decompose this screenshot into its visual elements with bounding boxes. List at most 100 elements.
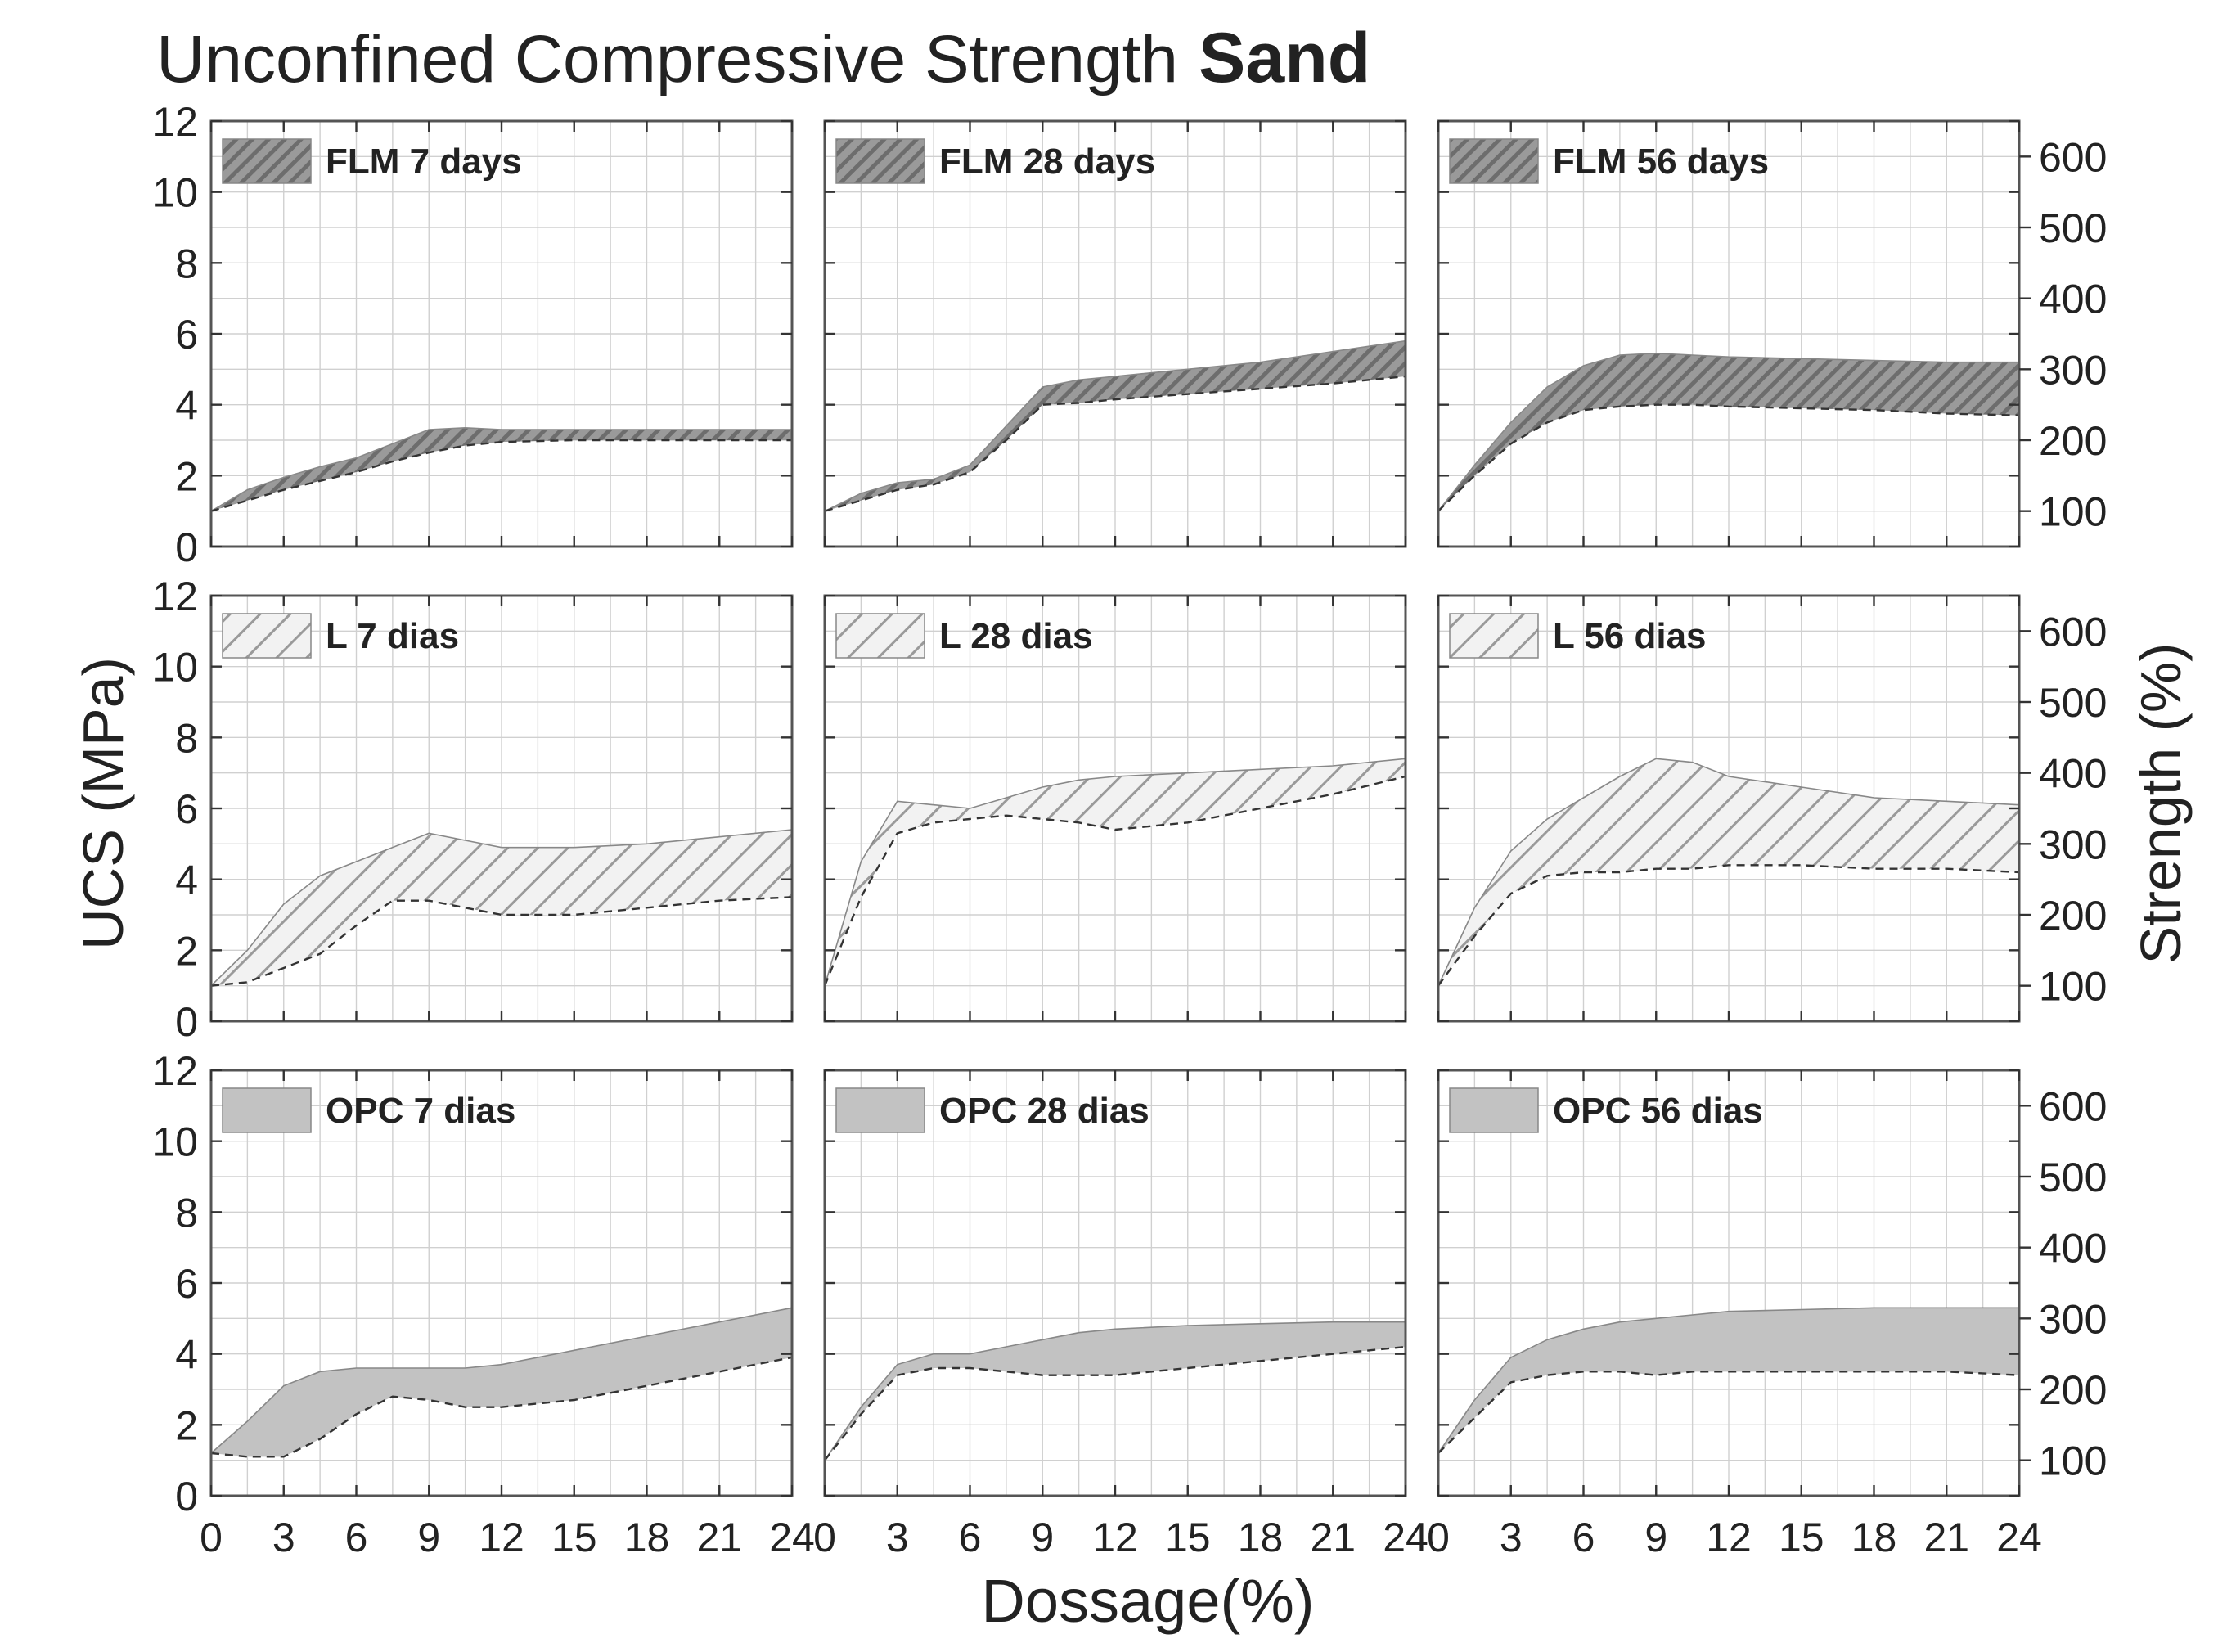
x-tick-label: 24 bbox=[1996, 1515, 2042, 1560]
y2-tick-label: 200 bbox=[2039, 418, 2107, 464]
legend-label: L 28 dias bbox=[939, 616, 1093, 656]
band-area bbox=[211, 830, 792, 986]
legend-swatch bbox=[1449, 138, 1539, 184]
y-axis-label: UCS (MPa) bbox=[71, 657, 135, 950]
y-tick-label: 2 bbox=[175, 928, 198, 974]
legend-label: L 7 dias bbox=[326, 616, 459, 656]
x-tick-label: 0 bbox=[200, 1515, 223, 1560]
band-area bbox=[825, 758, 1406, 986]
x-tick-label: 0 bbox=[1427, 1515, 1450, 1560]
y2-tick-label: 300 bbox=[2039, 1296, 2107, 1342]
x-tick-label: 6 bbox=[345, 1515, 368, 1560]
band-lower-line bbox=[824, 375, 1406, 512]
y-tick-label: 0 bbox=[175, 524, 198, 570]
x-tick-label: 15 bbox=[1165, 1515, 1211, 1560]
y-tick-label: 10 bbox=[152, 1119, 198, 1165]
y2-tick-label: 300 bbox=[2039, 821, 2107, 867]
legend-swatch bbox=[222, 613, 312, 659]
axes-labels-layer: UCS (MPa) Strength (%) Dossage(%) bbox=[71, 643, 2193, 1635]
x-tick-label: 0 bbox=[813, 1515, 836, 1560]
band-upper-line bbox=[1437, 758, 2020, 987]
band-lower-line bbox=[210, 896, 793, 987]
chart-title-bold: Sand bbox=[1199, 19, 1370, 97]
y2-tick-label: 200 bbox=[2039, 1367, 2107, 1413]
band-lower-line bbox=[823, 775, 1406, 987]
panel-3: FLM 56 days 100 200 300 400 500 600 bbox=[1437, 119, 2107, 548]
legend-swatch bbox=[835, 613, 925, 659]
legend-swatch bbox=[222, 138, 312, 184]
y2-tick-label: 400 bbox=[2039, 277, 2107, 322]
y-tick-label: 12 bbox=[152, 574, 198, 619]
y-tick-label: 4 bbox=[175, 858, 198, 903]
y-tick-label: 4 bbox=[175, 383, 198, 429]
y2-tick-label: 600 bbox=[2039, 609, 2107, 655]
band-area bbox=[1438, 758, 2019, 986]
band-lower-line bbox=[1437, 1371, 2020, 1454]
y2-tick-label: 400 bbox=[2039, 1226, 2107, 1272]
panel-6: L 56 dias 100 200 300 400 500 600 bbox=[1437, 594, 2107, 1023]
band-upper-line bbox=[824, 758, 1406, 986]
band-area bbox=[211, 427, 792, 511]
panel-5: L 28 dias bbox=[823, 594, 1407, 1023]
band-area bbox=[1438, 353, 2019, 511]
y2-tick-label: 100 bbox=[2039, 1438, 2107, 1484]
band-lower-line bbox=[1437, 864, 2020, 987]
y2-tick-label: 500 bbox=[2039, 680, 2107, 726]
y2-tick-label: 100 bbox=[2039, 489, 2107, 535]
legend-label: FLM 28 days bbox=[939, 142, 1155, 182]
x-tick-label: 12 bbox=[479, 1515, 524, 1560]
band-area bbox=[1438, 1308, 2019, 1453]
x-tick-label: 15 bbox=[1779, 1515, 1824, 1560]
legend-swatch bbox=[1449, 1087, 1539, 1133]
legend-swatch bbox=[222, 1087, 312, 1133]
y-tick-label: 10 bbox=[152, 170, 198, 216]
x-tick-label: 9 bbox=[1031, 1515, 1054, 1560]
x-tick-label: 3 bbox=[272, 1515, 295, 1560]
panel-1: FLM 7 days 0 2 4 6 8 10 12 bbox=[152, 99, 794, 570]
panel-4: L 7 dias 0 2 4 6 8 10 12 bbox=[152, 574, 794, 1045]
x-tick-label: 24 bbox=[1383, 1515, 1428, 1560]
legend-label: OPC 7 dias bbox=[326, 1091, 515, 1131]
y-tick-label: 8 bbox=[175, 715, 198, 761]
y2-tick-label: 500 bbox=[2039, 205, 2107, 251]
y-tick-label: 8 bbox=[175, 241, 198, 286]
x-tick-label: 18 bbox=[1238, 1515, 1284, 1560]
x-tick-label: 12 bbox=[1706, 1515, 1752, 1560]
y-tick-label: 12 bbox=[152, 1048, 198, 1094]
chart-title-main: Unconfined Compressive Strength bbox=[156, 22, 1178, 97]
x-tick-label: 18 bbox=[624, 1515, 670, 1560]
band-upper-line bbox=[210, 829, 793, 987]
band-upper-line bbox=[824, 340, 1406, 512]
x-tick-label: 21 bbox=[1310, 1515, 1356, 1560]
y2-tick-label: 300 bbox=[2039, 347, 2107, 393]
chart-title: Unconfined Compressive Strength Sand bbox=[156, 19, 1370, 97]
x-tick-label: 9 bbox=[417, 1515, 440, 1560]
y2-tick-label: 600 bbox=[2039, 1083, 2107, 1129]
x-tick-label: 3 bbox=[1500, 1515, 1523, 1560]
x-tick-label: 6 bbox=[959, 1515, 982, 1560]
band-upper-line bbox=[210, 1307, 793, 1454]
band-upper-line bbox=[824, 1321, 1406, 1461]
legend-label: L 56 dias bbox=[1553, 616, 1707, 656]
x-tick-label: 15 bbox=[551, 1515, 597, 1560]
x-tick-label: 6 bbox=[1572, 1515, 1595, 1560]
legend-label: OPC 28 dias bbox=[939, 1091, 1149, 1131]
band-lower-line bbox=[1437, 403, 2020, 512]
legend-swatch bbox=[835, 138, 925, 184]
band-area bbox=[825, 340, 1406, 511]
x-tick-label: 24 bbox=[769, 1515, 815, 1560]
y-tick-label: 4 bbox=[175, 1332, 198, 1378]
panel-2: FLM 28 days bbox=[823, 119, 1407, 548]
y-tick-label: 8 bbox=[175, 1190, 198, 1236]
y2-tick-label: 600 bbox=[2039, 134, 2107, 180]
band-area bbox=[211, 1308, 792, 1457]
x-tick-label: 9 bbox=[1644, 1515, 1667, 1560]
x-tick-label: 21 bbox=[696, 1515, 742, 1560]
legend-label: FLM 7 days bbox=[326, 142, 522, 182]
x-axis-label: Dossage(%) bbox=[981, 1567, 1314, 1635]
legend-label: OPC 56 dias bbox=[1553, 1091, 1763, 1131]
y-tick-label: 12 bbox=[152, 99, 198, 145]
y2-tick-label: 400 bbox=[2039, 751, 2107, 797]
